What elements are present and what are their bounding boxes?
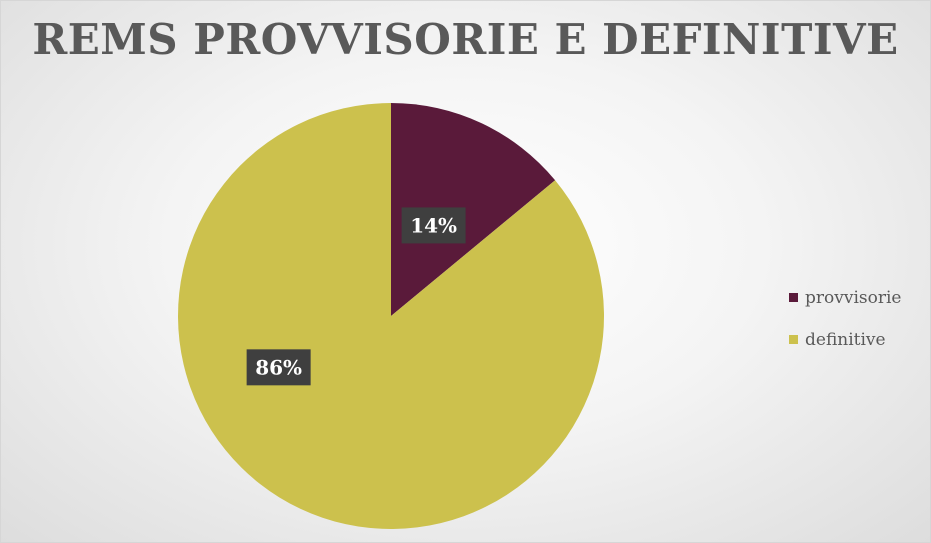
data-label-text: 86%	[255, 355, 302, 379]
data-label-box	[401, 207, 466, 244]
data-label-definitive: 86%	[246, 349, 311, 386]
legend-label-definitive: definitive	[805, 330, 886, 350]
chart-title: REMS PROVVISORIE E DEFINITIVE	[32, 15, 899, 64]
data-label-text: 14%	[410, 213, 457, 237]
pie-slice-definitive	[178, 103, 605, 529]
legend-label-provvisorie: provvisorie	[805, 288, 901, 308]
legend-swatch-definitive	[789, 335, 798, 344]
legend-swatch-provvisorie	[789, 293, 798, 302]
legend: provvisorie definitive	[789, 288, 901, 350]
pie-slice-provvisorie	[391, 103, 556, 316]
data-label-box	[246, 349, 311, 386]
data-label-provvisorie: 14%	[401, 207, 466, 244]
